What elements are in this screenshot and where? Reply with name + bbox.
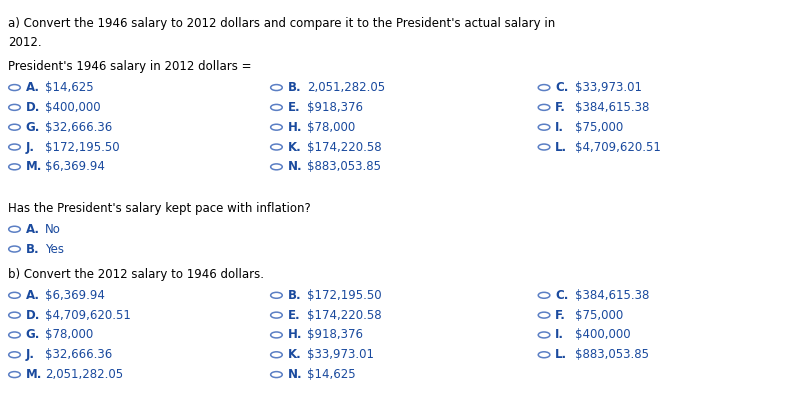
Text: $4,709,620.51: $4,709,620.51 (45, 309, 131, 322)
Text: H.: H. (288, 328, 302, 342)
Text: 2,051,282.05: 2,051,282.05 (307, 81, 385, 94)
Text: $78,000: $78,000 (307, 121, 355, 134)
Text: $883,053.85: $883,053.85 (307, 160, 381, 173)
Text: $384,615.38: $384,615.38 (575, 101, 649, 114)
Text: F.: F. (555, 101, 566, 114)
Text: A.: A. (26, 223, 39, 236)
Text: C.: C. (555, 289, 569, 302)
Text: $172,195.50: $172,195.50 (45, 140, 120, 154)
Text: N.: N. (288, 368, 302, 381)
Text: D.: D. (26, 309, 40, 322)
Text: a) Convert the 1946 salary to 2012 dollars and compare it to the President's act: a) Convert the 1946 salary to 2012 dolla… (8, 17, 555, 48)
Text: A.: A. (26, 289, 39, 302)
Text: $384,615.38: $384,615.38 (575, 289, 649, 302)
Text: $33,973.01: $33,973.01 (307, 348, 374, 361)
Text: L.: L. (555, 140, 567, 154)
Text: B.: B. (288, 289, 301, 302)
Text: H.: H. (288, 121, 302, 134)
Text: $172,195.50: $172,195.50 (307, 289, 382, 302)
Text: b) Convert the 2012 salary to 1946 dollars.: b) Convert the 2012 salary to 1946 dolla… (8, 268, 264, 281)
Text: J.: J. (26, 348, 35, 361)
Text: C.: C. (555, 81, 569, 94)
Text: B.: B. (288, 81, 301, 94)
Text: $75,000: $75,000 (575, 121, 623, 134)
Text: A.: A. (26, 81, 39, 94)
Text: $14,625: $14,625 (307, 368, 355, 381)
Text: I.: I. (555, 121, 564, 134)
Text: D.: D. (26, 101, 40, 114)
Text: $14,625: $14,625 (45, 81, 93, 94)
Text: President's 1946 salary in 2012 dollars =: President's 1946 salary in 2012 dollars … (8, 60, 251, 73)
Text: L.: L. (555, 348, 567, 361)
Text: G.: G. (26, 328, 40, 342)
Text: $32,666.36: $32,666.36 (45, 348, 112, 361)
Text: $4,709,620.51: $4,709,620.51 (575, 140, 661, 154)
Text: $174,220.58: $174,220.58 (307, 309, 382, 322)
Text: K.: K. (288, 348, 301, 361)
Text: $400,000: $400,000 (45, 101, 101, 114)
Text: Yes: Yes (45, 242, 64, 256)
Text: J.: J. (26, 140, 35, 154)
Text: G.: G. (26, 121, 40, 134)
Text: I.: I. (555, 328, 564, 342)
Text: M.: M. (26, 160, 42, 173)
Text: $6,369.94: $6,369.94 (45, 289, 105, 302)
Text: 2,051,282.05: 2,051,282.05 (45, 368, 123, 381)
Text: K.: K. (288, 140, 301, 154)
Text: $174,220.58: $174,220.58 (307, 140, 382, 154)
Text: F.: F. (555, 309, 566, 322)
Text: $33,973.01: $33,973.01 (575, 81, 642, 94)
Text: $918,376: $918,376 (307, 328, 363, 342)
Text: $6,369.94: $6,369.94 (45, 160, 105, 173)
Text: $75,000: $75,000 (575, 309, 623, 322)
Text: $883,053.85: $883,053.85 (575, 348, 649, 361)
Text: Has the President's salary kept pace with inflation?: Has the President's salary kept pace wit… (8, 202, 311, 215)
Text: E.: E. (288, 101, 301, 114)
Text: M.: M. (26, 368, 42, 381)
Text: E.: E. (288, 309, 301, 322)
Text: $32,666.36: $32,666.36 (45, 121, 112, 134)
Text: No: No (45, 223, 61, 236)
Text: $400,000: $400,000 (575, 328, 630, 342)
Text: B.: B. (26, 242, 39, 256)
Text: N.: N. (288, 160, 302, 173)
Text: $918,376: $918,376 (307, 101, 363, 114)
Text: $78,000: $78,000 (45, 328, 93, 342)
